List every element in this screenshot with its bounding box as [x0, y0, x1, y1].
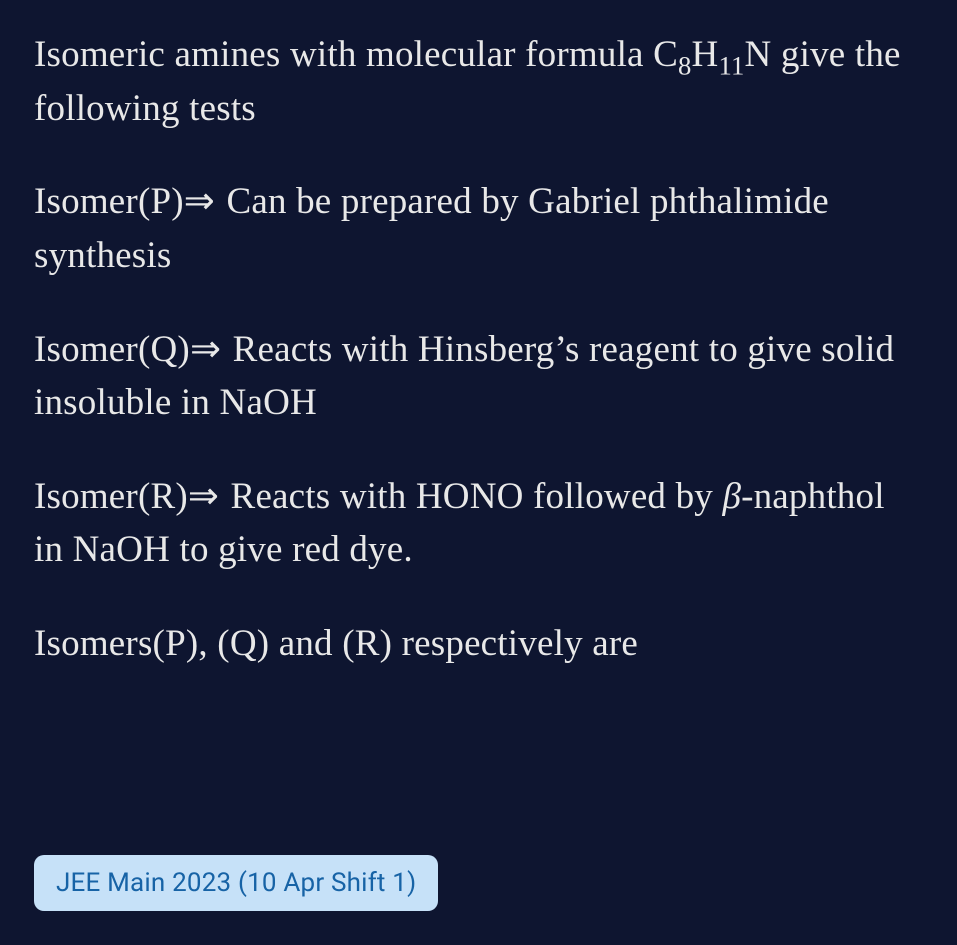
- isomer-r-symbol-close: ): [175, 476, 188, 517]
- intro-lead: Isomeric amines with molecular formula: [34, 34, 653, 75]
- formula-c: C: [653, 34, 678, 75]
- conclusion-r-close: ): [380, 623, 393, 664]
- conclusion-and: and: [269, 623, 342, 664]
- isomer-r-paragraph: Isomer(R)⇒ Reacts with HONO followed by …: [34, 470, 923, 577]
- exam-tag-label: JEE Main 2023 (10 Apr Shift 1): [56, 868, 416, 898]
- isomer-q-chem: NaOH: [220, 382, 317, 423]
- conclusion-trail: respectively are: [392, 623, 638, 664]
- isomer-q-symbol-close: ): [177, 329, 190, 370]
- formula-sub-8: 8: [678, 50, 692, 80]
- formula-h: H: [692, 34, 719, 75]
- intro-paragraph: Isomeric amines with molecular formula C…: [34, 28, 923, 135]
- conclusion-r: R: [355, 623, 380, 664]
- isomer-p-symbol-open: (: [138, 181, 151, 222]
- conclusion-r-open: (: [342, 623, 355, 664]
- isomer-q-symbol: Q: [150, 329, 177, 370]
- conclusion-label: Isomers: [34, 623, 153, 664]
- isomer-r-chem1: HONO: [416, 476, 524, 517]
- isomer-r-text-d: to give red dye.: [170, 529, 413, 570]
- exam-tag[interactable]: JEE Main 2023 (10 Apr Shift 1): [34, 855, 438, 911]
- arrow-icon: ⇒: [184, 175, 217, 229]
- isomer-p-paragraph: Isomer(P)⇒ Can be prepared by Gabriel ph…: [34, 175, 923, 282]
- conclusion-p-open: (: [153, 623, 166, 664]
- isomer-p-symbol: P: [150, 181, 171, 222]
- beta-symbol: β: [722, 476, 741, 517]
- isomer-q-symbol-open: (: [138, 329, 151, 370]
- conclusion-q-close: ): [257, 623, 270, 664]
- formula-n: N: [745, 34, 772, 75]
- conclusion-comma: ,: [198, 623, 217, 664]
- arrow-icon: ⇒: [188, 470, 221, 524]
- isomer-p-label: Isomer: [34, 181, 138, 222]
- formula-sub-11: 11: [718, 50, 744, 80]
- isomer-r-chem2: NaOH: [73, 529, 170, 570]
- isomer-p-symbol-close: ): [171, 181, 184, 222]
- conclusion-q-open: (: [217, 623, 230, 664]
- molecular-formula: C8H11N: [653, 34, 771, 75]
- isomer-q-paragraph: Isomer(Q)⇒ Reacts with Hinsberg’s reagen…: [34, 323, 923, 430]
- vertical-spacer: [34, 711, 923, 855]
- conclusion-p-close: ): [186, 623, 199, 664]
- isomer-r-symbol-open: (: [138, 476, 151, 517]
- arrow-icon: ⇒: [190, 323, 223, 377]
- isomer-r-label: Isomer: [34, 476, 138, 517]
- isomer-r-symbol: R: [150, 476, 175, 517]
- isomer-r-text-a: Reacts with: [221, 476, 416, 517]
- conclusion-p: P: [165, 623, 186, 664]
- conclusion-q: Q: [230, 623, 257, 664]
- conclusion-paragraph: Isomers(P), (Q) and (R) respectively are: [34, 617, 923, 671]
- isomer-r-text-b: followed by: [524, 476, 723, 517]
- isomer-q-label: Isomer: [34, 329, 138, 370]
